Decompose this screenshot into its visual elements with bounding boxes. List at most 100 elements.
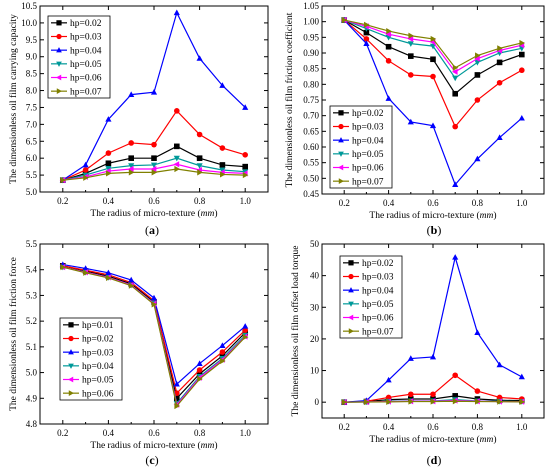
y-tick-label: 0.55	[303, 158, 319, 168]
data-point	[385, 376, 392, 383]
data-point	[105, 160, 112, 167]
legend-marker	[338, 151, 344, 157]
y-tick-label: 1.00	[303, 17, 319, 27]
x-tick-label: 0.8	[194, 428, 206, 438]
data-point	[173, 9, 180, 16]
data-point	[407, 355, 414, 361]
y-tick-label: 6.5	[26, 136, 38, 146]
legend: hp=0.02 hp=0.03 hp=0.04 hp=0.05 hp=0.06 hp=0.…	[339, 255, 403, 339]
series-hp=0.04	[59, 9, 249, 183]
data-point	[519, 51, 525, 58]
x-axis-label: The radius of micro-texture (mm)	[90, 440, 217, 451]
data-point	[174, 108, 180, 114]
y-tick-label: 5.3	[26, 290, 38, 300]
x-tick-label: 0.8	[472, 422, 484, 432]
panel-label: (b)	[427, 223, 442, 237]
data-point	[430, 73, 436, 80]
y-tick-label: 8.5	[26, 69, 38, 79]
legend-marker	[56, 74, 62, 81]
data-point	[341, 17, 348, 24]
data-point	[242, 334, 249, 341]
legend-entry: hp=0.04	[352, 136, 384, 146]
legend-entry: hp=0.05	[70, 60, 102, 70]
chart-panel-1: 0.2 0.4 0.6 0.8 1.0 5.0 5.5 6.0 6.5 7.0 7.5 8.0 8.5 9…	[8, 1, 269, 237]
y-tick-label: 0.60	[303, 142, 319, 152]
x-tick-label: 0.4	[103, 196, 115, 206]
series-hp=0.04	[341, 16, 525, 187]
legend-marker	[348, 328, 354, 335]
y-tick-label: 0.95	[303, 32, 319, 42]
data-point	[82, 265, 89, 271]
y-tick-label: 0.90	[303, 48, 319, 58]
legend-entry: hp=0.03	[362, 273, 394, 283]
data-point	[150, 89, 158, 95]
legend-entry: hp=0.06	[352, 164, 384, 174]
y-tick-label: 5.2	[26, 316, 37, 326]
y-tick-label: 50	[310, 239, 320, 249]
x-axis-label: The radius of micro-texture (mm)	[369, 434, 496, 445]
legend: hp=0.01 hp=0.02 hp=0.03 hp=0.04 hp=0.05 hp=0.…	[59, 317, 123, 401]
data-point	[385, 95, 392, 101]
x-tick-label: 0.2	[57, 428, 68, 438]
y-tick-label: 4.9	[26, 393, 38, 403]
x-tick-label: 0.4	[383, 422, 395, 432]
legend-marker	[348, 314, 354, 321]
data-point	[220, 357, 226, 365]
y-tick-label: 6.0	[26, 153, 38, 163]
y-tick-label: 10.5	[21, 1, 37, 11]
y-tick-label: 0.45	[303, 189, 319, 199]
data-point	[385, 43, 392, 50]
data-point	[83, 174, 89, 181]
data-point	[174, 143, 180, 150]
data-point	[128, 155, 134, 161]
data-point	[242, 104, 249, 110]
data-point	[519, 398, 526, 405]
x-tick-label: 0.2	[339, 198, 350, 208]
data-point	[196, 155, 203, 161]
data-point	[452, 64, 459, 71]
y-tick-label: 20	[310, 334, 320, 344]
data-point	[196, 367, 203, 373]
data-point	[474, 55, 480, 62]
data-point	[196, 55, 203, 61]
data-point	[173, 380, 180, 387]
x-tick-label: 0.6	[148, 196, 160, 206]
y-tick-label: 9.0	[26, 52, 38, 62]
data-point	[128, 91, 135, 97]
data-point	[407, 35, 414, 42]
panel-label: (d)	[427, 453, 442, 467]
y-tick-label: 0	[315, 397, 320, 407]
data-point	[60, 264, 67, 271]
y-tick-label: 7.0	[26, 119, 38, 129]
data-point	[452, 372, 459, 379]
data-point	[385, 394, 392, 401]
data-point	[452, 90, 458, 97]
data-point	[106, 170, 112, 177]
legend-entry: hp=0.03	[70, 33, 102, 43]
data-point	[219, 82, 226, 88]
legend-box	[47, 15, 111, 99]
data-point	[242, 163, 248, 170]
x-tick-label: 0.6	[427, 422, 439, 432]
legend-entry: hp=0.04	[362, 286, 394, 296]
data-point	[519, 67, 525, 74]
series-hp=0.07	[60, 165, 249, 184]
x-tick-label: 0.6	[427, 198, 439, 208]
y-tick-label: 5.0	[26, 187, 38, 197]
data-point	[452, 398, 459, 405]
legend-marker	[56, 47, 62, 53]
series-hp=0.06	[60, 264, 249, 410]
data-point	[430, 35, 437, 42]
legend-marker	[68, 390, 74, 397]
data-point	[128, 276, 135, 283]
data-point	[219, 342, 226, 348]
data-point	[452, 123, 459, 130]
x-tick-label: 0.2	[57, 196, 68, 206]
y-tick-label: 10.0	[21, 18, 37, 28]
data-point	[150, 162, 158, 169]
y-tick-label: 0.80	[303, 79, 319, 89]
data-point	[429, 43, 437, 50]
panel-label: (c)	[145, 453, 158, 467]
data-point	[197, 375, 203, 383]
legend-marker	[56, 88, 62, 95]
